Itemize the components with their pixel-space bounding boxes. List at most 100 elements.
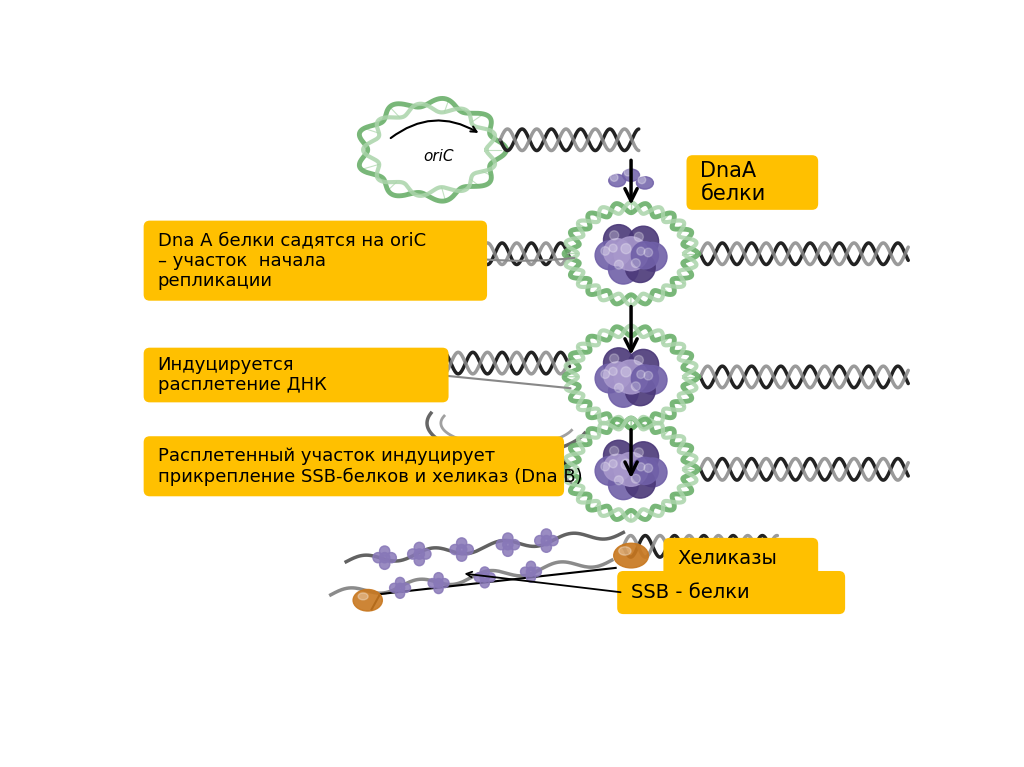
Circle shape [380, 546, 390, 556]
Circle shape [632, 457, 658, 485]
Circle shape [457, 551, 467, 561]
Circle shape [401, 583, 411, 592]
Circle shape [638, 176, 646, 183]
Ellipse shape [613, 543, 648, 568]
Circle shape [548, 535, 558, 546]
Circle shape [644, 464, 652, 472]
Circle shape [480, 573, 489, 582]
Ellipse shape [637, 176, 653, 189]
Circle shape [604, 239, 631, 265]
Circle shape [614, 453, 648, 486]
Circle shape [486, 573, 496, 582]
Circle shape [632, 382, 640, 391]
Circle shape [526, 561, 536, 571]
Circle shape [542, 529, 552, 539]
Text: Индуцируется
расплетение ДНК: Индуцируется расплетение ДНК [158, 356, 327, 394]
Circle shape [621, 459, 631, 469]
Circle shape [395, 578, 404, 587]
Circle shape [450, 545, 460, 555]
Circle shape [520, 567, 529, 576]
Circle shape [621, 367, 631, 377]
Circle shape [632, 242, 658, 268]
Circle shape [526, 567, 536, 576]
Circle shape [626, 252, 655, 282]
Circle shape [638, 242, 667, 272]
Text: Расплетенный участок индуцирует
прикрепление SSB-белков и хеликаз (Dna B): Расплетенный участок индуцирует прикрепл… [158, 446, 582, 486]
Circle shape [395, 589, 404, 598]
Ellipse shape [353, 590, 382, 611]
Circle shape [603, 440, 634, 471]
Circle shape [428, 578, 437, 588]
Circle shape [609, 459, 617, 468]
Circle shape [595, 241, 624, 270]
FancyBboxPatch shape [143, 347, 449, 403]
Circle shape [503, 546, 513, 556]
Circle shape [610, 173, 617, 181]
Circle shape [634, 355, 643, 364]
Circle shape [457, 545, 467, 555]
Circle shape [628, 350, 658, 380]
FancyBboxPatch shape [143, 221, 487, 301]
Circle shape [626, 376, 655, 406]
Circle shape [609, 244, 617, 252]
Circle shape [373, 552, 383, 563]
Circle shape [414, 555, 424, 566]
Circle shape [503, 539, 513, 550]
Circle shape [542, 542, 552, 552]
Circle shape [414, 549, 424, 559]
Circle shape [628, 442, 658, 472]
Circle shape [637, 463, 645, 471]
FancyBboxPatch shape [143, 436, 564, 496]
Circle shape [638, 458, 667, 487]
Circle shape [532, 567, 542, 576]
Circle shape [609, 367, 617, 375]
Circle shape [535, 535, 545, 546]
Circle shape [601, 370, 609, 378]
Circle shape [434, 584, 443, 594]
Circle shape [625, 168, 632, 176]
Circle shape [632, 474, 640, 483]
Circle shape [509, 539, 519, 550]
Circle shape [421, 549, 431, 559]
Circle shape [614, 476, 624, 485]
Ellipse shape [608, 174, 626, 186]
Circle shape [603, 347, 634, 378]
Circle shape [614, 260, 624, 269]
Circle shape [634, 448, 643, 457]
Circle shape [614, 384, 624, 393]
Circle shape [603, 225, 634, 255]
Circle shape [595, 364, 624, 393]
Circle shape [434, 578, 443, 588]
Circle shape [503, 533, 513, 543]
Ellipse shape [623, 169, 640, 181]
Circle shape [457, 538, 467, 548]
Circle shape [608, 470, 638, 499]
Circle shape [389, 583, 398, 592]
Circle shape [634, 232, 643, 242]
Circle shape [463, 545, 473, 555]
Circle shape [434, 573, 443, 582]
Circle shape [395, 583, 404, 592]
Circle shape [632, 258, 640, 268]
Circle shape [609, 354, 618, 363]
Circle shape [621, 244, 631, 254]
Text: oriC: oriC [423, 150, 454, 164]
Circle shape [604, 362, 631, 389]
Circle shape [542, 535, 552, 546]
Circle shape [609, 446, 618, 456]
Text: Dna A белки садятся на oriC
– участок  начала
репликации: Dna A белки садятся на oriC – участок на… [158, 231, 426, 291]
Circle shape [474, 573, 483, 582]
Text: Хеликазы: Хеликазы [677, 549, 777, 568]
Circle shape [608, 377, 638, 407]
Circle shape [440, 578, 450, 588]
Circle shape [644, 371, 652, 380]
Circle shape [638, 366, 667, 394]
Ellipse shape [358, 593, 368, 600]
Text: SSB - белки: SSB - белки [631, 583, 750, 602]
Circle shape [614, 237, 648, 271]
Circle shape [632, 365, 658, 392]
Ellipse shape [618, 547, 631, 555]
Circle shape [601, 247, 609, 255]
Circle shape [608, 254, 638, 284]
Circle shape [644, 249, 652, 257]
